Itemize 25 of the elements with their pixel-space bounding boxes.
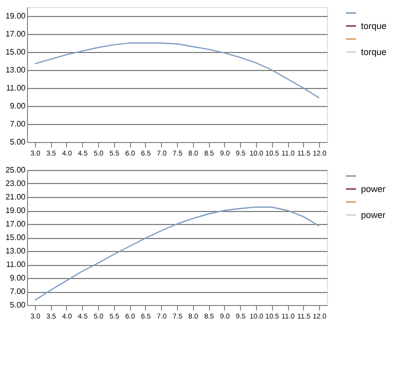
y-tick-label: 7.00 [10,287,26,296]
y-tick-label: 13.00 [5,246,26,256]
y-tick-label: 19.00 [5,12,26,20]
y-tick-label: 7.00 [10,120,26,128]
y-tick-label: 11.00 [6,260,26,269]
y-tick-label: 13.00 [5,66,26,74]
y-tick-label: 25.00 [5,166,26,174]
legend-label: torque [361,47,387,57]
line-series [34,206,320,301]
y-tick-label: 23.00 [5,179,26,188]
legend-label: power [361,210,386,220]
legend-label: power [361,184,386,194]
y-tick-label: 21.00 [5,192,26,202]
y-tick-label: 15.00 [5,48,26,56]
legend-label: torque [361,21,387,31]
y-tick-label: 9.00 [10,102,26,110]
y-tick-label: 19.00 [5,206,26,215]
y-tick-label: 5.00 [10,300,26,310]
line-series [34,42,320,98]
y-tick-label: 5.00 [10,138,26,146]
y-tick-label: 9.00 [10,274,26,282]
y-tick-label: 15.00 [5,233,26,242]
y-tick-label: 17.00 [5,220,26,228]
y-tick-label: 11.00 [6,84,26,92]
y-tick-label: 17.00 [5,30,26,38]
